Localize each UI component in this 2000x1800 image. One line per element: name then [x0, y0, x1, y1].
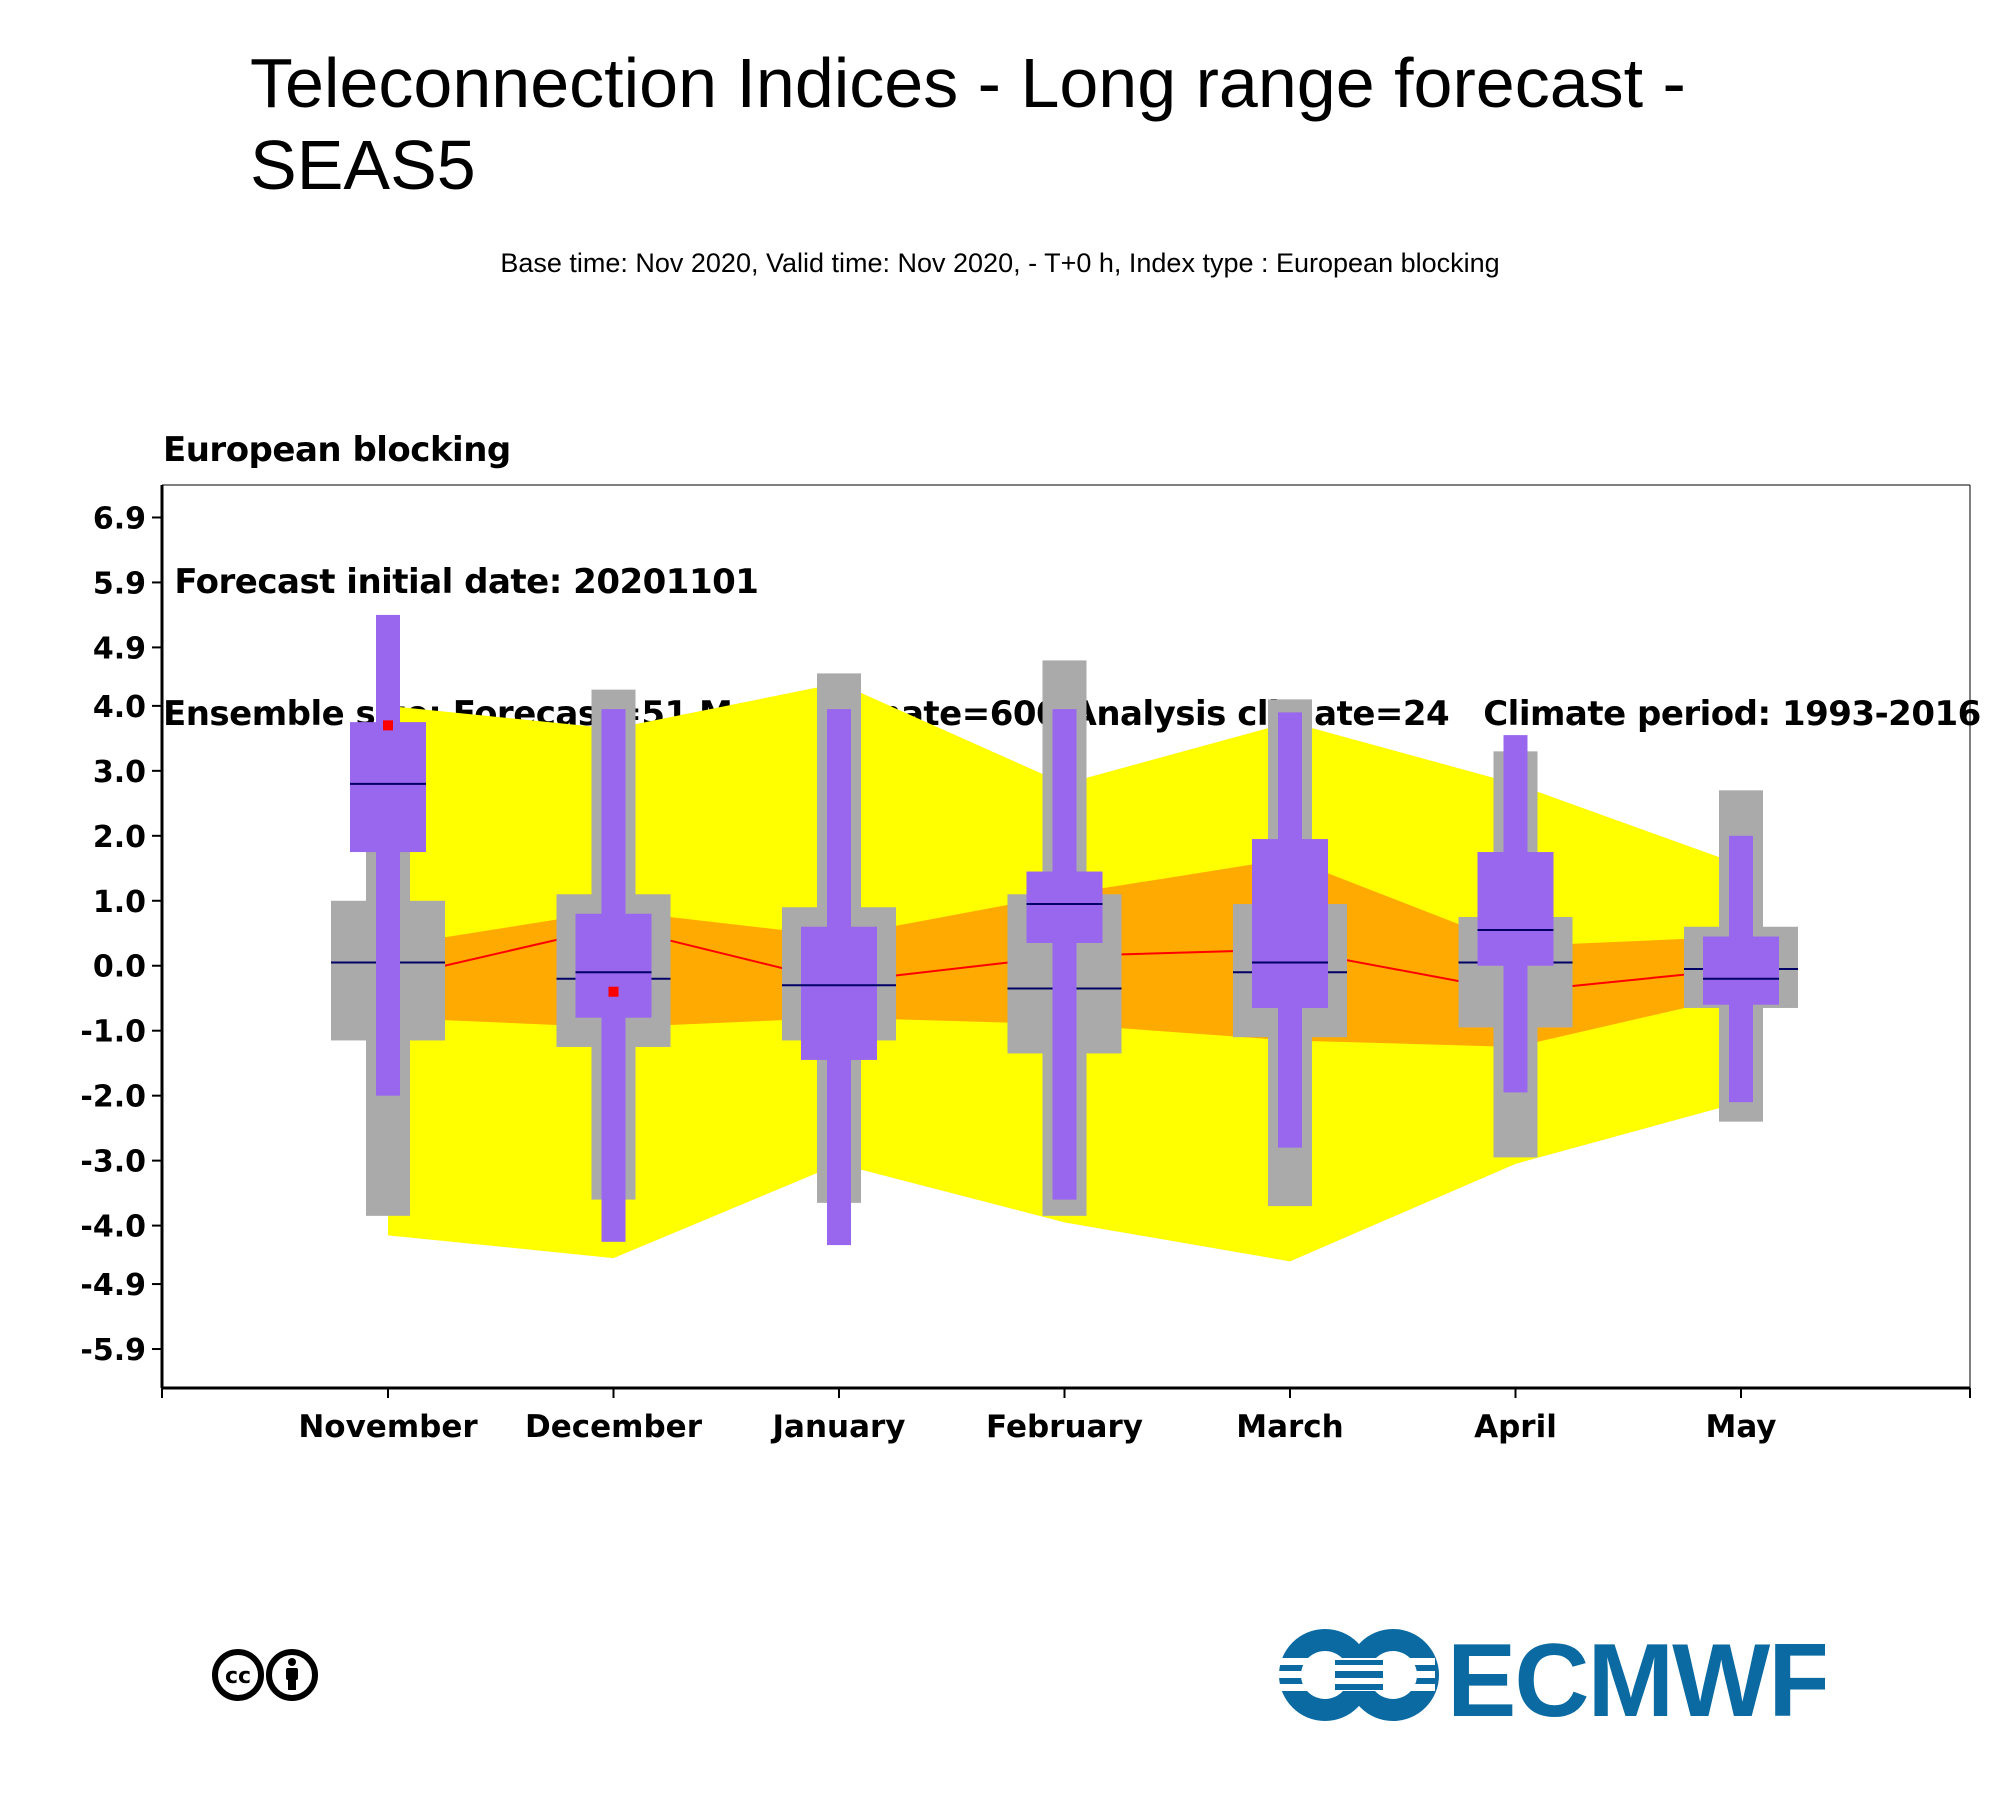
page-subtitle: Base time: Nov 2020, Valid time: Nov 202…	[500, 248, 1500, 278]
forecast-box-may	[1703, 936, 1779, 1005]
chart-title: European blocking	[163, 430, 511, 470]
y-tick-label: -2.0	[80, 1080, 146, 1115]
box-plot-chart: 6.9 5.9 4.9 4.0 3.0 2.0 1.0 0.0 -1.0 -2.0 -3.0 -4.0…	[80, 484, 1971, 1445]
y-tick-label: -4.0	[80, 1210, 146, 1245]
x-tick-label: January	[770, 1409, 905, 1445]
observed-marker	[608, 986, 619, 997]
y-tick-label: -5.9	[80, 1333, 146, 1368]
x-tick-label: November	[298, 1409, 478, 1445]
ecmwf-logo-text: ECMWF	[1447, 1623, 1825, 1730]
observed-marker	[383, 720, 393, 731]
forecast-box-december	[575, 913, 652, 1018]
ecmwf-logo: ECMWF	[1265, 1620, 1832, 1739]
forecast-box-march	[1252, 839, 1328, 1008]
y-tick-label: 5.9	[93, 566, 146, 601]
svg-text:cc: cc	[225, 1664, 251, 1689]
y-tick-label: 6.9	[93, 501, 146, 536]
x-tick-label: December	[525, 1409, 703, 1445]
forecast-box-november	[350, 722, 426, 853]
forecast-box-april	[1477, 852, 1554, 966]
forecast-date-label: Forecast initial date: 20201101	[163, 562, 759, 602]
page-title-line1: Teleconnection Indices - Long range fore…	[250, 44, 1686, 122]
forecast-box-january	[801, 926, 877, 1060]
y-tick-label: 2.0	[93, 820, 146, 855]
creative-commons-by-icon: cc	[212, 1645, 322, 1710]
page-title-line2: SEAS5	[250, 126, 476, 204]
y-tick-label: -1.0	[80, 1015, 146, 1050]
forecast-whisker-november	[376, 614, 400, 1096]
forecast-box-february	[1026, 871, 1103, 943]
page-title: Teleconnection Indices - Long range fore…	[250, 42, 1810, 206]
y-tick-label: 4.9	[93, 631, 146, 666]
x-tick-label: May	[1705, 1409, 1776, 1445]
y-tick-label: -4.9	[80, 1268, 146, 1303]
x-tick-label: April	[1474, 1409, 1557, 1445]
forecast-whisker-february	[1052, 709, 1077, 1200]
box-plots	[331, 614, 1798, 1246]
x-tick-label: March	[1236, 1409, 1344, 1445]
x-tick-label: February	[986, 1409, 1143, 1445]
y-tick-label: 4.0	[93, 690, 146, 725]
y-tick-label: 0.0	[93, 950, 146, 985]
y-tick-label: -3.0	[80, 1145, 146, 1180]
y-tick-label: 3.0	[93, 755, 146, 790]
axes: 6.9 5.9 4.9 4.0 3.0 2.0 1.0 0.0 -1.0 -2.0 -3.0 -4.0…	[80, 484, 1971, 1445]
y-tick-label: 1.0	[93, 885, 146, 920]
